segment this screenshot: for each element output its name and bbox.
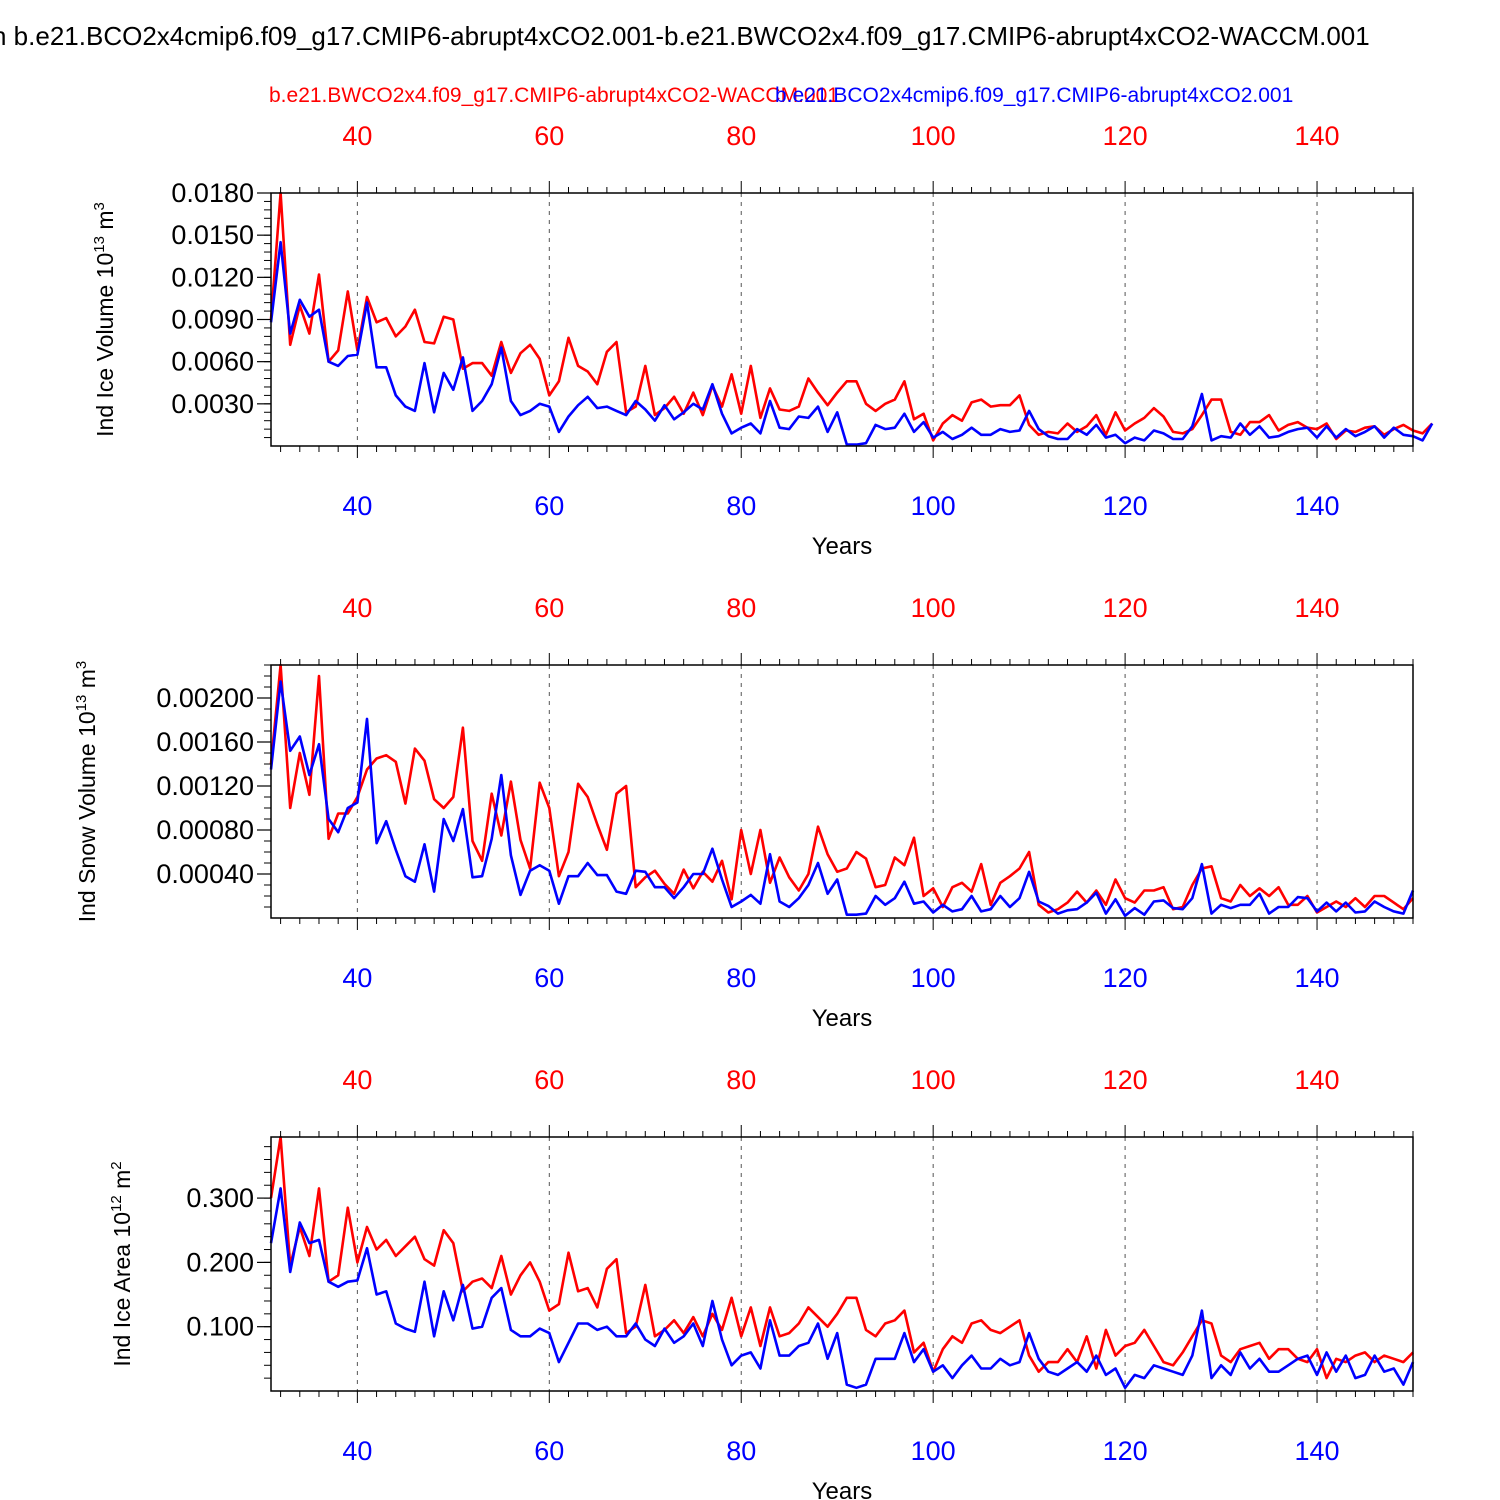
y-axis-label-part: 12 <box>108 1195 125 1212</box>
y-tick-label: 0.200 <box>186 1247 254 1277</box>
x-tick-label-top: 60 <box>534 1065 564 1095</box>
x-tick-label-bottom: 60 <box>534 1436 564 1466</box>
x-tick-label-bottom: 80 <box>726 963 756 993</box>
y-axis-label-part: m <box>74 669 100 695</box>
x-tick-label-top: 120 <box>1103 121 1148 151</box>
y-axis-label-part: m <box>109 1170 135 1196</box>
x-tick-label-bottom: 60 <box>534 491 564 521</box>
y-tick-label: 0.0180 <box>171 178 254 208</box>
plot-frame <box>270 1136 1414 1392</box>
legend-blue-series: b.e21.BCO2x4cmip6.f09_g17.CMIP6-abrupt4x… <box>775 84 1293 107</box>
x-tick-label-bottom: 120 <box>1103 491 1148 521</box>
y-axis-label-part: 3 <box>91 202 108 210</box>
y-tick-label: 0.0030 <box>171 389 254 419</box>
series-line-blue <box>269 680 1415 918</box>
x-tick-label-top: 60 <box>534 593 564 623</box>
x-tick-label-bottom: 80 <box>726 491 756 521</box>
x-axis-label: Years <box>812 1478 873 1500</box>
x-tick-label-top: 120 <box>1103 593 1148 623</box>
x-tick-label-top: 140 <box>1295 121 1340 151</box>
y-tick-label: 0.00200 <box>156 683 254 713</box>
x-tick-label-bottom: 80 <box>726 1436 756 1466</box>
x-tick-label-top: 80 <box>726 121 756 151</box>
y-axis-label-part: Ind Ice Volume 10 <box>92 253 118 437</box>
y-axis-label: Ind Ice Area 1012 m2 <box>108 1161 135 1366</box>
y-axis-label-part: 3 <box>73 661 90 669</box>
y-axis-label: Ind Snow Volume 1013 m3 <box>73 661 100 923</box>
x-tick-label-bottom: 40 <box>342 963 372 993</box>
x-tick-label-top: 140 <box>1295 1065 1340 1095</box>
y-axis-label-part: Ind Ice Area 10 <box>109 1212 135 1367</box>
x-tick-label-bottom: 100 <box>911 491 956 521</box>
y-tick-label: 0.300 <box>186 1183 254 1213</box>
series-line-blue <box>269 240 1434 446</box>
chart-panel-3: 0.100 0.200 0.300 40 40 60 60 80 80 100 100 120 120 1… <box>108 1065 1415 1500</box>
y-axis-label-part: 13 <box>73 695 90 712</box>
x-tick-label-top: 80 <box>726 1065 756 1095</box>
x-tick-label-bottom: 40 <box>342 491 372 521</box>
x-tick-label-bottom: 100 <box>911 963 956 993</box>
y-tick-label: 0.0150 <box>171 220 254 250</box>
figure-title: n b.e21.BCO2x4cmip6.f09_g17.CMIP6-abrupt… <box>0 21 1370 51</box>
legend-red-series: b.e21.BWCO2x4.f09_g17.CMIP6-abrupt4xCO2-… <box>269 84 839 107</box>
y-tick-label: 0.0120 <box>171 262 254 292</box>
x-axis-label: Years <box>812 533 873 560</box>
y-tick-label: 0.00120 <box>156 771 254 801</box>
x-tick-label-top: 100 <box>911 593 956 623</box>
y-axis-label: Ind Ice Volume 1013 m3 <box>91 202 118 437</box>
y-tick-label: 0.00040 <box>156 859 254 889</box>
y-tick-label: 0.0090 <box>171 305 254 335</box>
series-line-red <box>269 1135 1414 1380</box>
x-tick-label-bottom: 120 <box>1103 963 1148 993</box>
y-tick-label: 0.100 <box>186 1312 254 1342</box>
series-line-red <box>269 191 1434 442</box>
x-tick-label-bottom: 140 <box>1295 491 1340 521</box>
x-tick-label-top: 40 <box>342 593 372 623</box>
x-tick-label-top: 80 <box>726 593 756 623</box>
x-tick-label-top: 40 <box>342 1065 372 1095</box>
y-axis-label-part: m <box>92 210 118 236</box>
series-line-blue <box>269 1187 1415 1390</box>
x-tick-label-bottom: 140 <box>1295 1436 1340 1466</box>
series-line-red <box>269 663 1414 914</box>
x-tick-label-top: 140 <box>1295 593 1340 623</box>
y-axis-label-part: Ind Snow Volume 10 <box>74 711 100 922</box>
x-tick-label-bottom: 120 <box>1103 1436 1148 1466</box>
x-tick-label-bottom: 140 <box>1295 963 1340 993</box>
x-axis-label: Years <box>812 1005 873 1032</box>
y-axis-label-part: 2 <box>108 1161 125 1169</box>
x-tick-label-top: 60 <box>534 121 564 151</box>
x-tick-label-top: 40 <box>342 121 372 151</box>
x-tick-label-top: 100 <box>911 1065 956 1095</box>
y-tick-label: 0.0060 <box>171 347 254 377</box>
chart-panel-2: 0.00040 0.00080 0.00120 0.00160 0.00200 40 40 6… <box>73 593 1415 1032</box>
x-tick-label-bottom: 100 <box>911 1436 956 1466</box>
y-axis-label-part: 13 <box>91 236 108 253</box>
y-tick-label: 0.00160 <box>156 727 254 757</box>
x-tick-label-top: 120 <box>1103 1065 1148 1095</box>
y-tick-label: 0.00080 <box>156 815 254 845</box>
plot-frame <box>270 664 1414 919</box>
x-tick-label-bottom: 60 <box>534 963 564 993</box>
chart-panel-1: 0.0030 0.0060 0.0090 0.0120 0.0150 0.0180 40 40… <box>91 121 1434 560</box>
x-tick-label-top: 100 <box>911 121 956 151</box>
x-tick-label-bottom: 40 <box>342 1436 372 1466</box>
